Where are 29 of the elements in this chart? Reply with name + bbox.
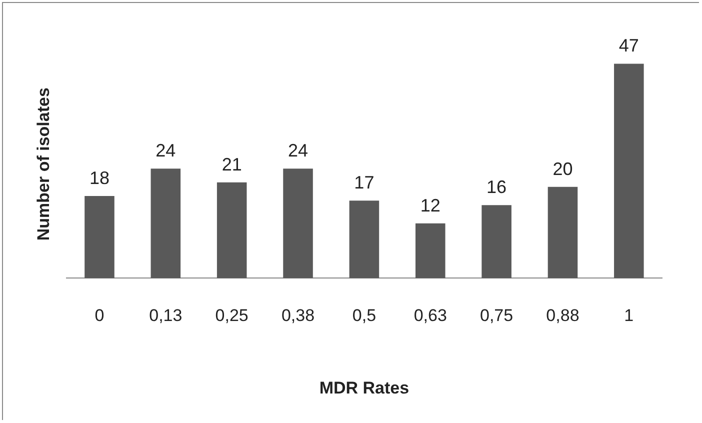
y-axis-title: Number of isolates [34,88,53,241]
x-tick-label: 0,5 [352,306,376,326]
x-tick-label: 0,38 [281,306,315,326]
x-axis-title: MDR Rates [319,378,410,398]
bar [84,196,114,278]
data-label: 17 [354,172,374,193]
x-tick-label: 0 [94,306,104,326]
data-label: 20 [552,158,573,179]
data-label: 16 [486,177,507,198]
data-label: 21 [222,154,242,174]
x-tick-label: 0,88 [546,306,580,326]
bar [150,168,181,278]
x-tick-label: 0,63 [414,306,447,326]
data-label: 24 [288,140,308,161]
bar [216,182,247,278]
data-label: 18 [89,168,110,188]
bar [614,64,644,278]
x-tick-label: 0,75 [480,306,514,326]
bar [349,200,380,278]
x-tick-label: 0,25 [215,306,248,326]
x-tick-label: 1 [624,306,634,326]
bar [283,168,313,278]
x-tick-label: 0,13 [149,306,182,326]
bar [548,186,578,278]
data-label: 24 [156,140,176,161]
bar [415,223,446,278]
bar [482,205,512,278]
data-label: 47 [618,36,639,56]
data-label: 12 [420,195,440,216]
